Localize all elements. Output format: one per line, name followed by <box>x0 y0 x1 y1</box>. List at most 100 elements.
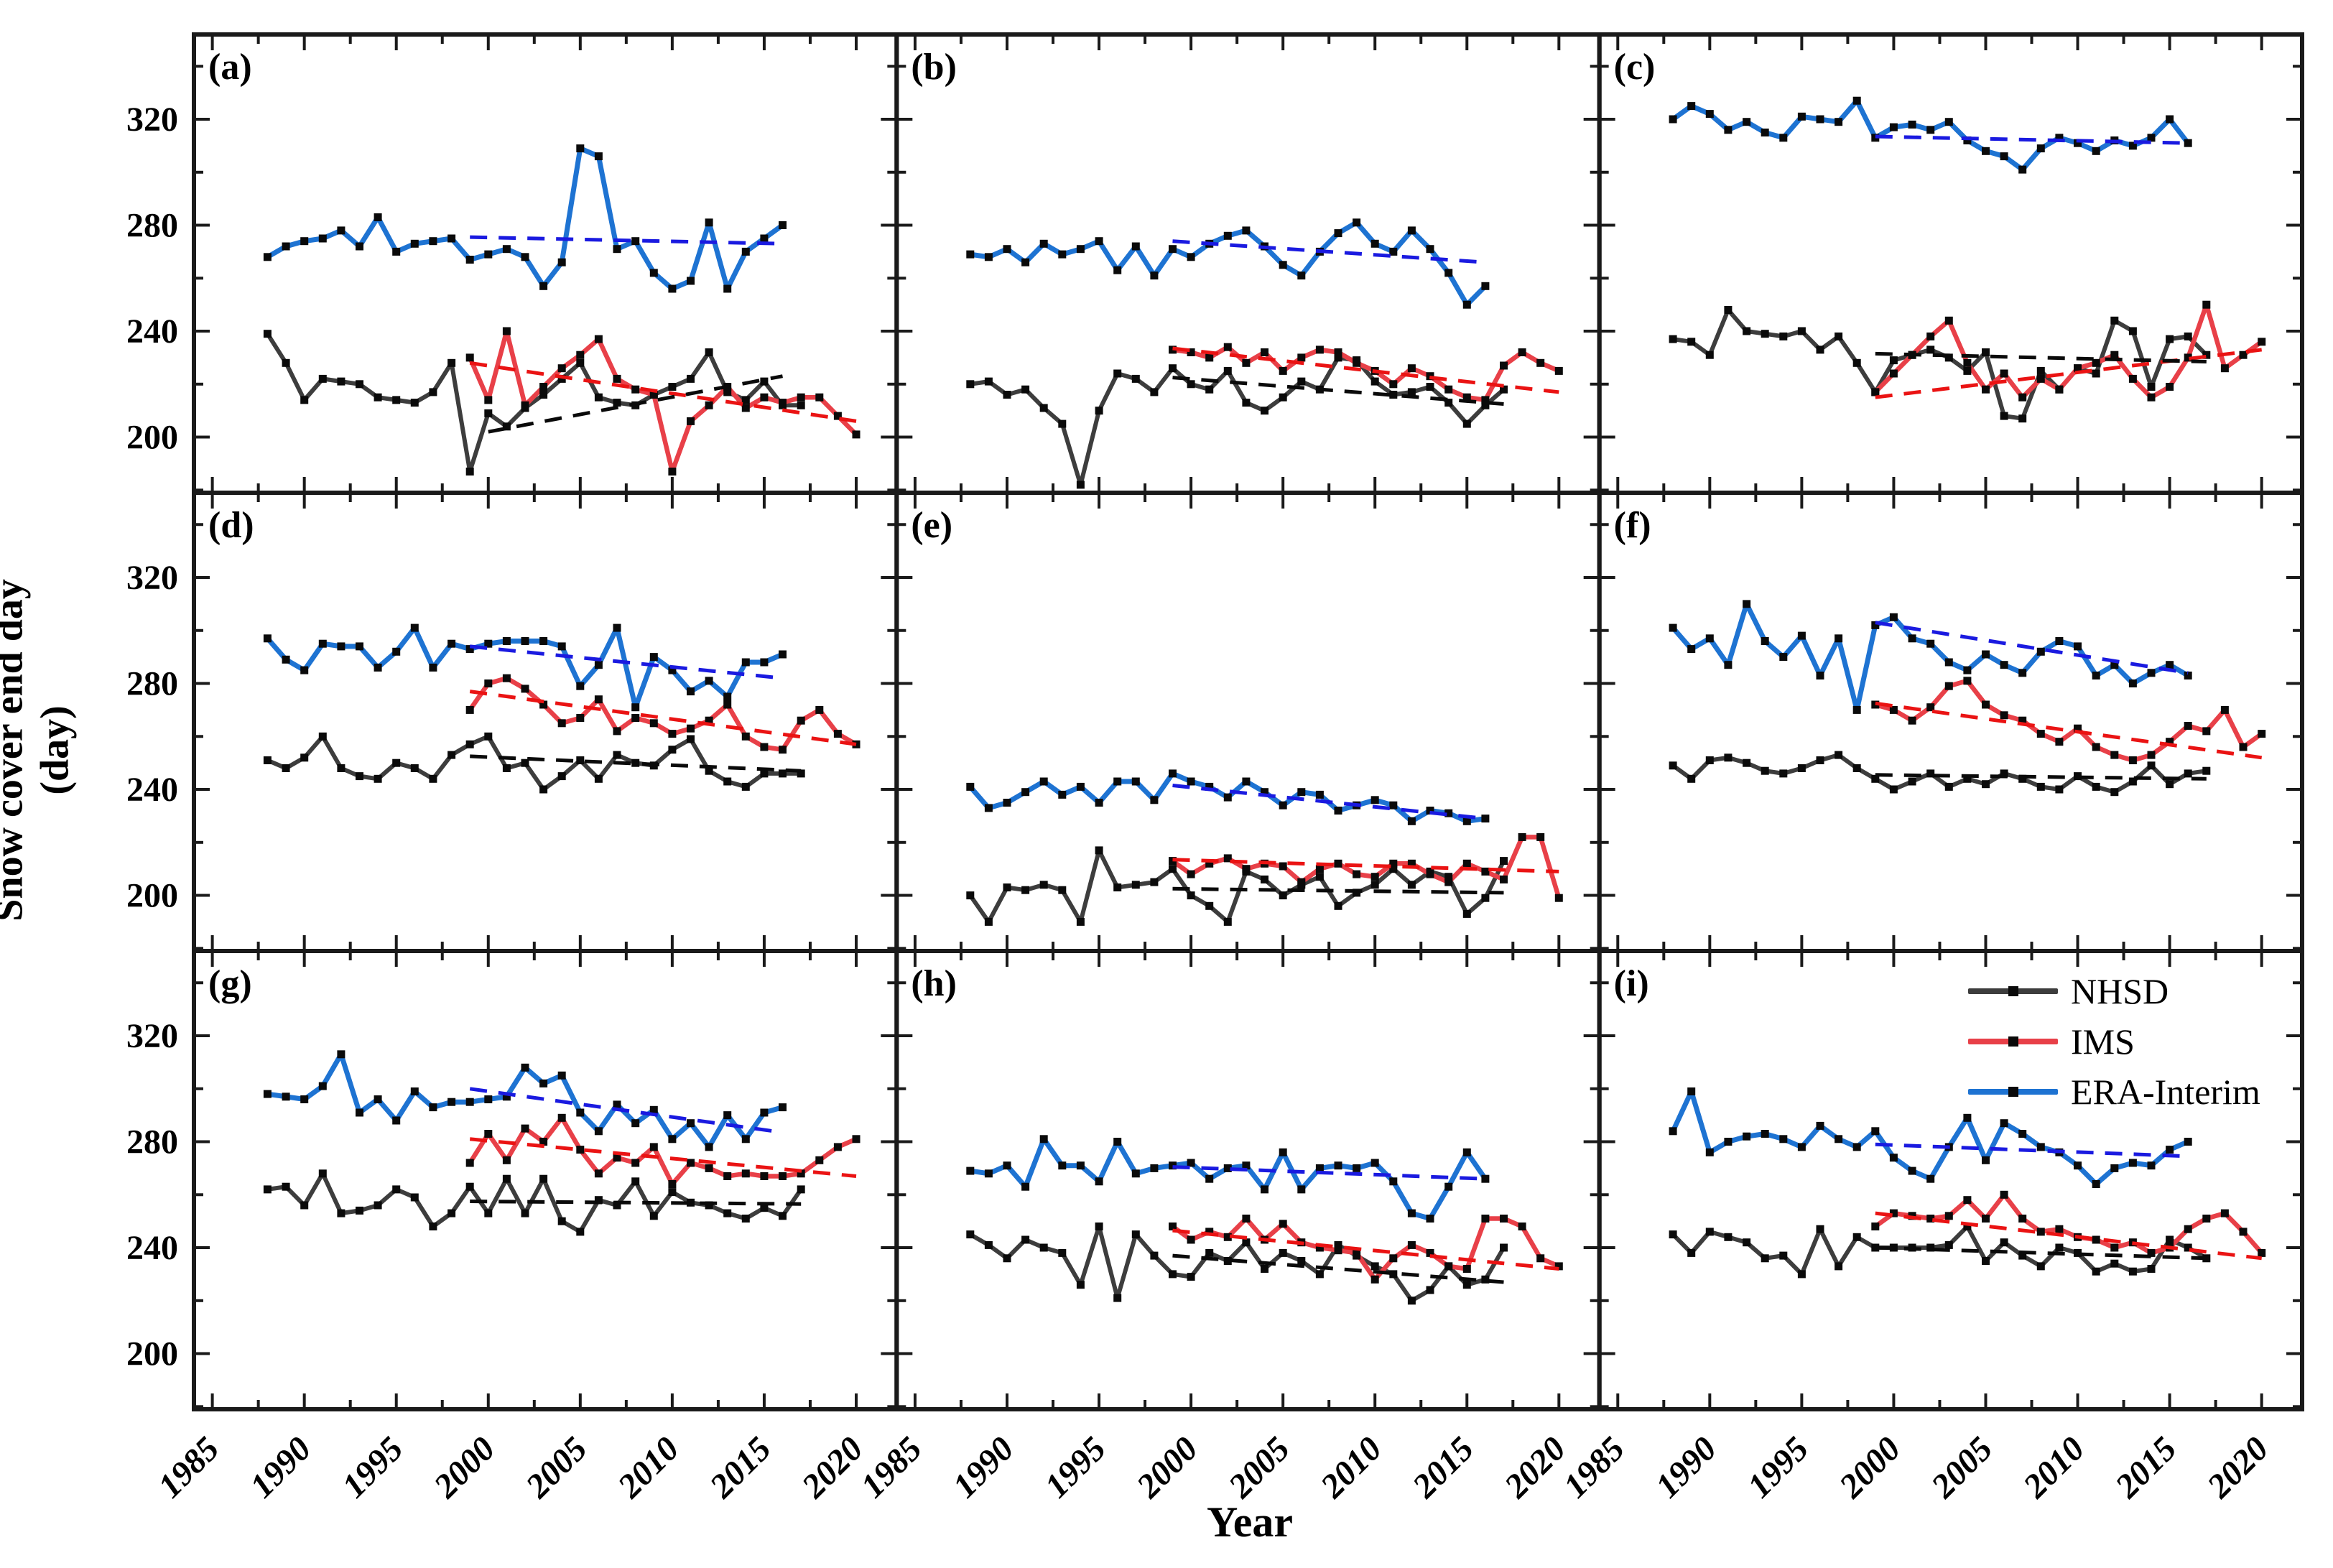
nhsd-marker <box>613 1201 621 1210</box>
era-interim-marker <box>1095 799 1103 807</box>
era-interim-marker <box>263 1090 272 1098</box>
era-interim-marker <box>1669 623 1677 632</box>
nhsd-marker <box>1370 377 1379 386</box>
era-interim-marker <box>2055 134 2064 142</box>
ims-marker <box>1944 1212 1953 1220</box>
era-interim-marker <box>2128 1159 2137 1167</box>
era-interim-marker <box>2000 152 2008 161</box>
nhsd-marker <box>2055 1243 2064 1252</box>
era-interim-marker <box>613 623 621 632</box>
nhsd-marker <box>337 764 345 772</box>
era-interim-marker <box>447 1098 456 1106</box>
era-trend-line <box>1172 784 1486 821</box>
era-interim-marker <box>337 1050 345 1059</box>
era-interim-marker <box>1261 1185 1268 1194</box>
nhsd-marker <box>2147 383 2156 391</box>
ims-line-swatch <box>1968 1036 2058 1047</box>
nhsd-marker <box>1444 399 1453 407</box>
ims-marker <box>1242 358 1251 367</box>
ims-marker <box>1205 859 1214 868</box>
y-tick-label: 240 <box>126 771 178 809</box>
y-tick-label: 200 <box>126 1335 178 1373</box>
era-interim-marker <box>1481 282 1490 290</box>
era-interim-marker <box>2092 147 2100 155</box>
era-interim-marker <box>2147 1161 2156 1170</box>
era-interim-marker <box>1279 261 1287 269</box>
nhsd-marker <box>374 393 382 402</box>
ims-marker <box>2036 374 2045 383</box>
era-interim-marker <box>1223 793 1232 802</box>
era-interim-marker <box>1370 239 1379 248</box>
era-interim-marker <box>1187 1159 1195 1167</box>
era-interim-marker <box>1407 226 1416 235</box>
nhsd-marker <box>2110 316 2119 325</box>
era-interim-marker <box>1426 807 1434 815</box>
nhsd-marker <box>1926 769 1935 778</box>
y-tick-label: 280 <box>126 207 178 245</box>
y-tick-label: 320 <box>126 1017 178 1055</box>
era-interim-marker <box>337 226 345 235</box>
nhsd-marker <box>1407 1296 1416 1305</box>
ims-marker <box>705 1164 713 1172</box>
ims-marker <box>1926 703 1935 712</box>
era-interim-marker <box>1223 231 1232 240</box>
nhsd-marker <box>447 1209 456 1217</box>
ims-marker <box>465 353 474 362</box>
era-interim-marker <box>502 245 511 254</box>
era-interim-marker <box>521 637 529 645</box>
nhsd-marker <box>576 1228 585 1236</box>
nhsd-marker <box>521 759 529 767</box>
nhsd-marker <box>1687 774 1696 783</box>
era-interim-marker <box>631 1119 640 1128</box>
nhsd-marker <box>1779 332 1788 340</box>
panel-label: (h) <box>911 963 957 1004</box>
era-interim-marker <box>723 1111 732 1120</box>
era-interim-marker <box>1315 1164 1324 1172</box>
era-interim-marker <box>984 804 993 812</box>
nhsd-marker <box>594 393 603 402</box>
era-interim-marker <box>1407 817 1416 825</box>
nhsd-marker <box>2092 1267 2100 1276</box>
era-interim-marker <box>1150 272 1159 280</box>
ims-line <box>1873 302 2264 400</box>
legend-item-ims: IMS <box>1968 1021 2260 1062</box>
panel-label: (d) <box>208 505 254 546</box>
ims-marker <box>687 417 695 425</box>
nhsd-marker <box>2128 777 2137 786</box>
nhsd-marker <box>1076 1281 1085 1289</box>
nhsd-marker <box>1169 865 1177 873</box>
ims-marker <box>2092 1235 2100 1244</box>
era-interim-marker <box>1003 1161 1011 1170</box>
nhsd-marker <box>1705 1228 1714 1236</box>
era-interim-marker <box>1039 239 1048 248</box>
era-interim-marker <box>1279 801 1287 809</box>
nhsd-marker <box>1131 1230 1140 1239</box>
nhsd-marker <box>1315 873 1324 881</box>
ims-marker <box>797 393 805 402</box>
ims-marker <box>833 1143 842 1151</box>
nhsd-marker <box>1279 891 1287 900</box>
nhsd-marker <box>1926 345 1935 354</box>
ims-marker <box>2184 722 2192 730</box>
ims-marker <box>1481 396 1490 404</box>
ims-marker <box>484 1130 493 1138</box>
ims-marker <box>557 364 566 373</box>
nhsd-marker <box>649 1212 658 1220</box>
ims-marker <box>1315 1243 1324 1252</box>
era-interim-marker <box>1797 1143 1806 1151</box>
nhsd-marker <box>1169 1270 1177 1279</box>
era-interim-marker <box>631 237 640 246</box>
era-interim-marker <box>668 284 677 293</box>
square-marker-icon <box>2008 1036 2018 1047</box>
ims-marker <box>1334 1246 1342 1255</box>
era-interim-marker <box>1687 102 1696 111</box>
ims-marker <box>1944 316 1953 325</box>
nhsd-marker <box>594 1196 603 1205</box>
era-interim-marker <box>1797 112 1806 121</box>
nhsd-marker <box>687 1198 695 1207</box>
era-interim-marker <box>576 144 585 153</box>
era-interim-marker <box>966 1166 975 1175</box>
nhsd-marker <box>318 732 327 741</box>
era-interim-marker <box>1705 1148 1714 1156</box>
panel-c: (c) <box>1597 32 2305 495</box>
